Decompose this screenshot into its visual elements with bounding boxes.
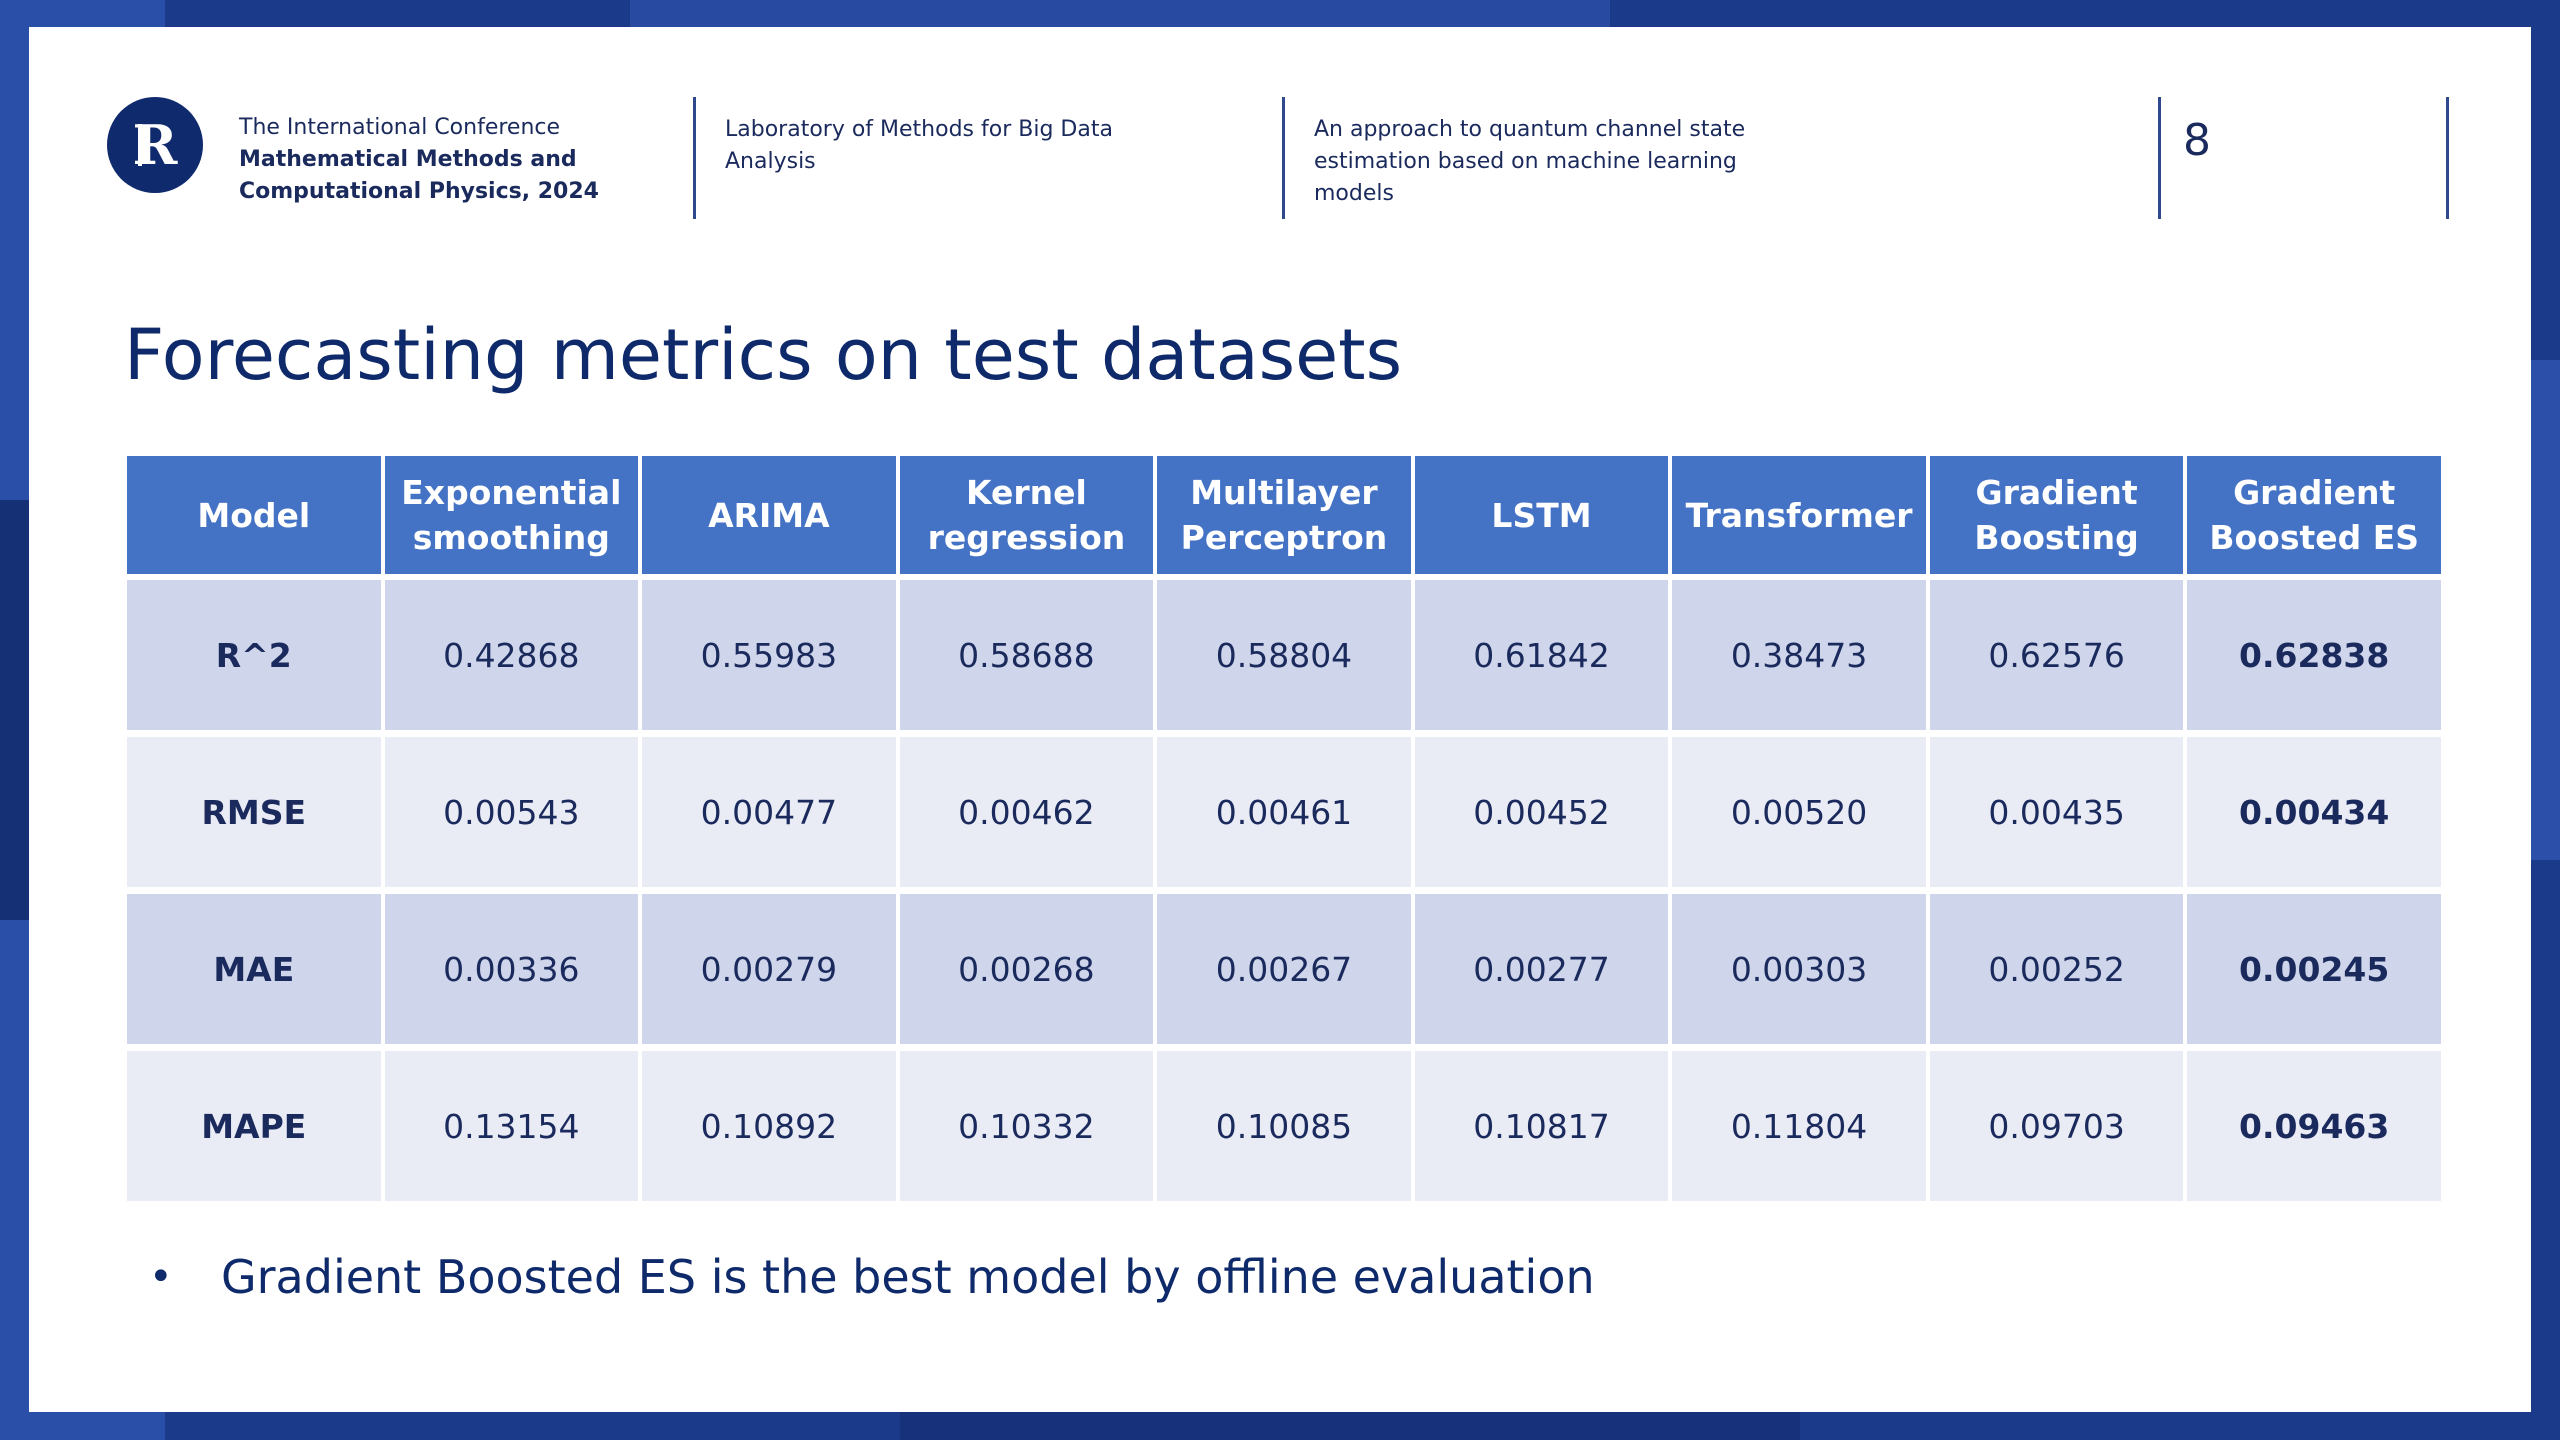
header-divider (2446, 97, 2449, 219)
table-cell: 0.10085 (1157, 1051, 1411, 1208)
column-header: Exponential smoothing (384, 456, 639, 580)
conference-title-line1: Mathematical Methods and (239, 147, 577, 172)
row-header: R^2 (127, 580, 381, 737)
table-cell: 0.10817 (1414, 1051, 1669, 1208)
column-header: Gradient Boosting (1929, 456, 2184, 580)
table-cell: 0.10892 (642, 1051, 896, 1208)
frame-decor-left-inner (0, 500, 30, 920)
table-cell: 0.11804 (1672, 1051, 1926, 1208)
table-cell: 0.00461 (1157, 737, 1411, 894)
table-cell: 0.61842 (1414, 580, 1669, 737)
row-header: RMSE (127, 737, 381, 894)
bullet-icon: • (149, 1254, 173, 1300)
row-header: MAE (127, 894, 381, 1051)
frame-decor-bottom (900, 1410, 1800, 1440)
table-row: MAE 0.00336 0.00279 0.00268 0.00267 0.00… (127, 894, 2441, 1051)
table-cell: 0.00277 (1414, 894, 1669, 1051)
laboratory-name: Laboratory of Methods for Big Data Analy… (725, 117, 1113, 174)
table-cell: 0.62576 (1929, 580, 2184, 737)
table-cell: 0.13154 (384, 1051, 639, 1208)
slide: R The International Conference Mathemati… (29, 27, 2531, 1412)
table-cell: 0.00279 (642, 894, 896, 1051)
table-cell: 0.38473 (1672, 580, 1926, 737)
best-value-cell: 0.62838 (2187, 580, 2441, 737)
table-cell: 0.00303 (1672, 894, 1926, 1051)
header-divider (2158, 97, 2161, 219)
conference-info: The International Conference Mathematica… (239, 112, 599, 208)
table-cell: 0.00477 (642, 737, 896, 894)
page-number: 8 (2183, 115, 2211, 166)
table-cell: 0.10332 (899, 1051, 1154, 1208)
table-row: RMSE 0.00543 0.00477 0.00462 0.00461 0.0… (127, 737, 2441, 894)
presentation-topic: An approach to quantum channel state est… (1314, 117, 1746, 206)
conference-title-line2: Computational Physics, 2024 (239, 179, 599, 204)
table-cell: 0.00462 (899, 737, 1154, 894)
best-value-cell: 0.00434 (2187, 737, 2441, 894)
table-row: MAPE 0.13154 0.10892 0.10332 0.10085 0.1… (127, 1051, 2441, 1208)
slide-title: Forecasting metrics on test datasets (124, 314, 1403, 396)
column-header: Model (127, 456, 381, 580)
table-cell: 0.00520 (1672, 737, 1926, 894)
table-cell: 0.58688 (899, 580, 1154, 737)
logo-emblem-icon: R (133, 113, 179, 177)
table-cell: 0.58804 (1157, 580, 1411, 737)
conclusion-bullet: • Gradient Boosted ES is the best model … (149, 1247, 1595, 1307)
best-value-cell: 0.09463 (2187, 1051, 2441, 1208)
table-cell: 0.00252 (1929, 894, 2184, 1051)
table-cell: 0.00543 (384, 737, 639, 894)
column-header: Kernel regression (899, 456, 1154, 580)
table-row: R^2 0.42868 0.55983 0.58688 0.58804 0.61… (127, 580, 2441, 737)
table-cell: 0.42868 (384, 580, 639, 737)
conclusion-text: Gradient Boosted ES is the best model by… (221, 1250, 1595, 1304)
column-header: Transformer (1672, 456, 1926, 580)
table-cell: 0.09703 (1929, 1051, 2184, 1208)
column-header: Gradient Boosted ES (2187, 456, 2441, 580)
header-divider (693, 97, 696, 219)
row-header: MAPE (127, 1051, 381, 1208)
frame-decor-top (630, 0, 1610, 30)
table-header-row: Model Exponential smoothing ARIMA Kernel… (127, 456, 2441, 580)
table-cell: 0.00267 (1157, 894, 1411, 1051)
best-value-cell: 0.00245 (2187, 894, 2441, 1051)
column-header: ARIMA (642, 456, 896, 580)
table-cell: 0.00435 (1929, 737, 2184, 894)
metrics-table: Model Exponential smoothing ARIMA Kernel… (123, 456, 2445, 1208)
university-logo: R (107, 97, 203, 193)
conference-name: The International Conference (239, 115, 561, 140)
table-cell: 0.00452 (1414, 737, 1669, 894)
table-cell: 0.00336 (384, 894, 639, 1051)
table-cell: 0.00268 (899, 894, 1154, 1051)
column-header: LSTM (1414, 456, 1669, 580)
column-header: Multilayer Perceptron (1157, 456, 1411, 580)
table-cell: 0.55983 (642, 580, 896, 737)
header-divider (1282, 97, 1285, 219)
